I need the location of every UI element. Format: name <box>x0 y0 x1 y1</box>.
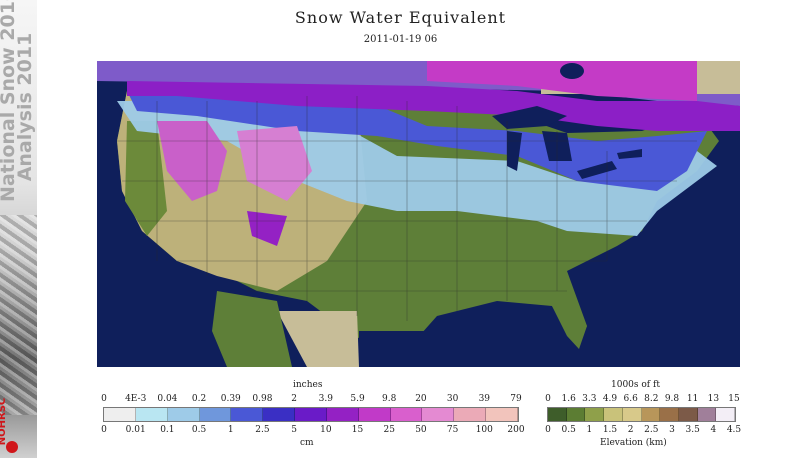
elevation-legend-top-unit: 1000s of ft <box>611 380 660 390</box>
sidebar-panel: National Snow 2010- Analysis 2011 NOHRSC <box>0 0 37 458</box>
snow-cm-tick: 200 <box>507 425 525 435</box>
map-title: Snow Water Equivalent <box>294 8 507 27</box>
snow-legend-swatch <box>358 408 391 421</box>
logo-text: NOHRSC <box>0 397 9 446</box>
snow-cm-tick: 0.1 <box>160 425 175 435</box>
lake-nipigon <box>560 63 584 79</box>
snow-legend-swatch <box>390 408 423 421</box>
snow-inch-tick: 9.8 <box>382 394 397 404</box>
snow-photo-texture <box>0 215 37 415</box>
map-timestamp: 2011-01-19 06 <box>363 34 438 45</box>
elevation-color-bar <box>547 407 736 422</box>
snow-legend-swatch <box>326 408 359 421</box>
mountain-snow-rockies <box>237 126 312 201</box>
lake-ontario <box>617 149 642 159</box>
snow-inch-tick: 5.9 <box>350 394 365 404</box>
snow-cm-tick: 0.01 <box>125 425 146 435</box>
snow-inch-tick: 0.04 <box>157 394 178 404</box>
elevation-legend-swatch <box>622 408 642 421</box>
snow-cover-heavy <box>127 81 740 131</box>
snow-legend-bottom-unit: cm <box>300 438 314 448</box>
snow-inch-tick: 30 <box>446 394 459 404</box>
snow-inch-tick: 20 <box>415 394 427 404</box>
snow-inch-tick: 0 <box>101 394 107 404</box>
snow-inch-tick: 0.2 <box>191 394 207 404</box>
snow-legend-swatch <box>486 408 518 421</box>
state-boundaries <box>117 96 697 321</box>
elevation-ft-tick: 8.2 <box>644 394 659 404</box>
elevation-km-tick: 1.5 <box>602 425 618 435</box>
snow-water-equivalent-map <box>97 61 740 367</box>
snow-cover-very-heavy <box>427 61 697 101</box>
elevation-ft-tick: 1.6 <box>561 394 576 404</box>
snow-legend-swatch <box>135 408 168 421</box>
elevation-km-tick: 2 <box>627 425 634 435</box>
pacific-coast-terrain <box>125 121 167 236</box>
snow-cm-tick: 5 <box>291 425 298 435</box>
snow-inch-tick: 39 <box>478 394 491 404</box>
logo-emblem-icon <box>6 441 18 453</box>
snow-cm-tick: 10 <box>320 425 332 435</box>
elevation-ft-tick: 11 <box>686 394 699 404</box>
snow-legend-swatch <box>167 408 200 421</box>
elevation-ft-tick: 6.6 <box>623 394 638 404</box>
elevation-legend-swatch <box>566 408 586 421</box>
snow-inch-tick: 0.39 <box>220 394 241 404</box>
elevation-km-tick: 2.5 <box>644 425 659 435</box>
elevation-ft-tick: 0 <box>545 394 551 404</box>
snow-legend-swatch <box>454 408 487 421</box>
elevation-legend-swatch <box>660 408 679 421</box>
elevation-legend-swatch <box>678 408 698 421</box>
no-data-area-mexico <box>277 311 359 367</box>
lake-superior <box>492 106 567 129</box>
elevation-legend-bottom-unit: Elevation (km) <box>600 438 667 448</box>
snow-legend-swatch <box>422 408 455 421</box>
snow-cm-tick: 15 <box>351 425 364 435</box>
elevation-ft-tick: 15 <box>728 394 740 404</box>
snow-legend-swatch <box>104 408 136 421</box>
florida-peninsula <box>552 301 587 349</box>
elevation-km-tick: 1 <box>586 425 593 435</box>
elevation-legend-swatch <box>697 408 717 421</box>
snow-cm-tick: 0.5 <box>191 425 207 435</box>
snow-inch-tick: 79 <box>510 394 522 404</box>
elevation-km-tick: 0.5 <box>561 425 576 435</box>
elevation-ft-tick: 4.9 <box>602 394 618 404</box>
snow-cm-tick: 1 <box>227 425 234 435</box>
snow-legend-swatch <box>295 408 327 421</box>
elevation-km-tick: 4.5 <box>726 425 742 435</box>
elevation-km-tick: 4 <box>710 425 717 435</box>
mexico-terrain <box>212 291 292 367</box>
elevation-km-tick: 0 <box>545 425 551 435</box>
elevation-ft-tick: 13 <box>707 394 720 404</box>
elevation-legend-swatch <box>585 408 605 421</box>
snow-cm-tick: 25 <box>383 425 395 435</box>
snow-inch-tick: 0.98 <box>252 394 273 404</box>
snow-inch-tick: 4E-3 <box>125 394 147 404</box>
elevation-km-tick: 3 <box>669 425 675 435</box>
nohrsc-logo: NOHRSC <box>0 386 19 454</box>
snow-legend-swatch <box>199 408 232 421</box>
snow-inch-tick: 2 <box>291 394 298 404</box>
snow-inch-tick: 3.9 <box>318 394 334 404</box>
snow-legend-swatch <box>231 408 264 421</box>
elevation-ft-tick: 9.8 <box>664 394 680 404</box>
snow-legend-swatch <box>263 408 296 421</box>
gulf-of-mexico <box>359 331 609 367</box>
elevation-legend-swatch <box>604 408 623 421</box>
snow-cm-tick: 0 <box>101 425 107 435</box>
elevation-legend-swatch <box>641 408 661 421</box>
elevation-km-tick: 3.5 <box>685 425 700 435</box>
elevation-legend-swatch <box>548 408 567 421</box>
elevation-ft-tick: 3.3 <box>582 394 597 404</box>
snow-color-bar <box>103 407 519 422</box>
snow-cm-tick: 2.5 <box>255 425 270 435</box>
snow-cm-tick: 100 <box>475 425 493 435</box>
snow-cm-tick: 75 <box>446 425 459 435</box>
snow-legend-top-unit: inches <box>293 380 323 390</box>
snow-cm-tick: 50 <box>415 425 427 435</box>
elevation-legend-swatch <box>716 408 736 421</box>
map-svg <box>97 61 740 367</box>
